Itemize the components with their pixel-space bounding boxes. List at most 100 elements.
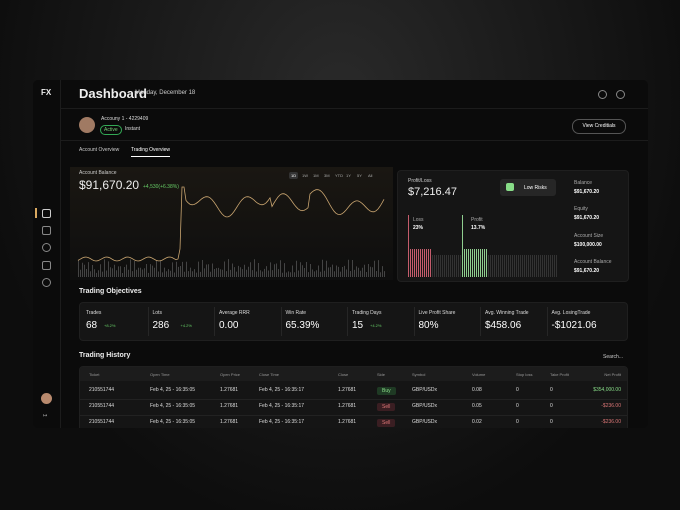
profit-label: Profit xyxy=(471,217,483,223)
objective-label: Live Profit Share xyxy=(418,310,456,316)
cell-divider xyxy=(347,307,348,336)
pl-label: Profit/Loss xyxy=(408,178,432,184)
balance-panel xyxy=(70,167,393,280)
pl-bar xyxy=(482,249,483,277)
row-divider xyxy=(80,415,627,416)
cell: 1.27681 xyxy=(220,419,239,425)
pl-bars xyxy=(408,215,557,277)
divider xyxy=(60,140,648,141)
pl-bar xyxy=(556,255,557,277)
objective-change: +8.2% xyxy=(104,323,116,328)
column-header: Symbol xyxy=(412,372,426,377)
pl-bar xyxy=(416,249,417,277)
pl-bar xyxy=(420,249,421,277)
pl-bar xyxy=(456,255,457,277)
tab[interactable]: Account Overview xyxy=(79,147,120,153)
pl-bar xyxy=(530,255,531,277)
pl-bar xyxy=(528,255,529,277)
stat-value: $100,000.00 xyxy=(574,242,602,248)
cell: Feb 4, 25 - 16:35:05 xyxy=(150,419,196,425)
side-badge: Sell xyxy=(377,403,396,411)
status-badge: Active xyxy=(100,125,122,135)
pl-bar xyxy=(534,255,535,277)
objective-value: 65.39% xyxy=(285,320,320,331)
pl-bar xyxy=(506,255,507,277)
pl-bar xyxy=(552,255,553,277)
cell-divider xyxy=(280,307,282,336)
risk-icon xyxy=(506,183,514,191)
pl-bar xyxy=(520,255,521,277)
view-credentials-button[interactable]: View Creditials xyxy=(572,119,626,134)
pl-bar xyxy=(550,255,551,277)
pl-bar xyxy=(426,249,427,277)
range-button[interactable]: 1M xyxy=(313,173,319,178)
pl-bar xyxy=(524,255,525,277)
pl-bar xyxy=(458,255,459,277)
pl-bar xyxy=(536,255,537,277)
pl-bar xyxy=(522,255,523,277)
nav-icon[interactable] xyxy=(42,209,51,218)
column-header: Open Price xyxy=(220,372,241,377)
range-button[interactable]: YTD xyxy=(335,173,343,178)
logout-icon[interactable]: ↦ xyxy=(43,413,48,419)
tab-active[interactable]: Trading Overview xyxy=(131,147,170,157)
objective-value: 0.00 xyxy=(219,320,239,331)
settings-icon[interactable] xyxy=(616,90,625,99)
objective-value: 80% xyxy=(418,320,439,331)
pl-bar xyxy=(472,249,473,277)
objective-label: Trades xyxy=(86,310,102,316)
cell: Feb 4, 25 - 16:35:05 xyxy=(150,403,196,409)
cell: Feb 4, 25 - 16:35:17 xyxy=(259,387,305,393)
pl-bar xyxy=(464,249,465,277)
balance-change: +4,530(+6.38%) xyxy=(143,184,179,190)
pl-bar xyxy=(476,249,477,277)
nav-icon[interactable] xyxy=(42,278,51,287)
side-badge: Sell xyxy=(377,419,396,427)
cell: 0 xyxy=(516,403,519,409)
range-button[interactable]: 1D xyxy=(289,172,299,179)
pl-bar xyxy=(418,249,419,277)
pl-bar xyxy=(414,249,415,277)
pl-bar xyxy=(448,255,449,277)
objectives-panel: Trades 68 +8.2% Lots 286 +4.2% Average RRR 0.00… xyxy=(79,302,628,341)
nav-icon[interactable] xyxy=(42,243,51,252)
range-button[interactable]: 1W xyxy=(302,173,308,178)
pl-bar xyxy=(486,249,487,277)
risk-badge xyxy=(500,179,556,196)
nav-icon[interactable] xyxy=(42,261,51,270)
range-button[interactable]: 3M xyxy=(324,173,330,178)
pl-bar xyxy=(538,255,539,277)
notification-icon[interactable] xyxy=(598,90,607,99)
pl-bar xyxy=(496,255,497,277)
range-button[interactable]: 5Y xyxy=(357,173,362,178)
stat-value: $91,670.20 xyxy=(574,189,600,195)
column-header: Net Profit xyxy=(604,372,621,377)
nav-icon[interactable] xyxy=(42,226,51,235)
user-avatar[interactable] xyxy=(41,393,52,404)
search[interactable]: Search... xyxy=(603,354,624,360)
objective-label: Trading Days xyxy=(352,310,382,316)
risk-text: Low Risks xyxy=(524,185,547,191)
dashboard-window: FX ↦ Dashboard Monday, December 18 Accou… xyxy=(33,80,648,428)
balance-value: $91,670.20 xyxy=(79,178,140,192)
cell: 0 xyxy=(516,419,519,425)
pl-bar xyxy=(502,255,503,277)
column-header: Take Profit xyxy=(550,372,569,377)
objective-value: 15 xyxy=(352,320,364,331)
pl-bar xyxy=(490,255,491,277)
cell: 1.27681 xyxy=(338,419,357,425)
cell: Feb 4, 25 - 16:35:17 xyxy=(259,419,305,425)
cell: -$236.00 xyxy=(601,403,621,409)
range-button[interactable]: All xyxy=(368,173,373,178)
volume-bars xyxy=(78,259,385,277)
objective-label: Avg. Winning Trade xyxy=(485,310,529,316)
logo[interactable]: FX xyxy=(41,88,52,97)
balance-chart xyxy=(77,186,385,277)
pl-bar xyxy=(474,249,475,277)
range-button[interactable]: 1Y xyxy=(346,173,351,178)
pl-bar xyxy=(546,255,547,277)
cell: 1.27681 xyxy=(220,387,239,393)
pl-bar xyxy=(422,249,423,277)
cell: 0 xyxy=(550,419,553,425)
